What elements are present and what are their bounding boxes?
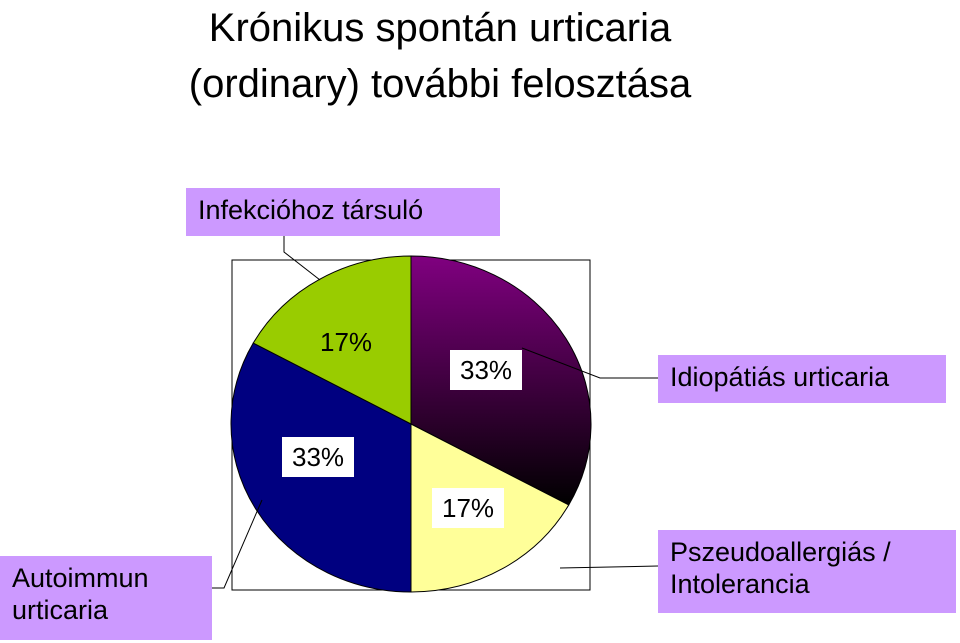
category-label: Idiopátiás urticaria bbox=[658, 355, 946, 403]
category-label: Autoimmun urticaria bbox=[0, 556, 212, 640]
value-label: 17% bbox=[320, 327, 373, 357]
value-label: 33% bbox=[282, 437, 355, 477]
chart-title: Krónikus spontán urticaria (ordinary) to… bbox=[188, 6, 692, 106]
leader-line bbox=[283, 236, 321, 281]
leader-line bbox=[559, 565, 659, 569]
category-label: Infekcióhoz társuló bbox=[186, 188, 500, 236]
leader-lines bbox=[212, 236, 659, 589]
value-label: 17% bbox=[432, 488, 505, 528]
category-label: Pszeudoallergiás / Intolerancia bbox=[658, 530, 956, 613]
leader-line bbox=[521, 347, 658, 379]
leader-line bbox=[212, 499, 263, 589]
value-label: 33% bbox=[450, 350, 523, 390]
